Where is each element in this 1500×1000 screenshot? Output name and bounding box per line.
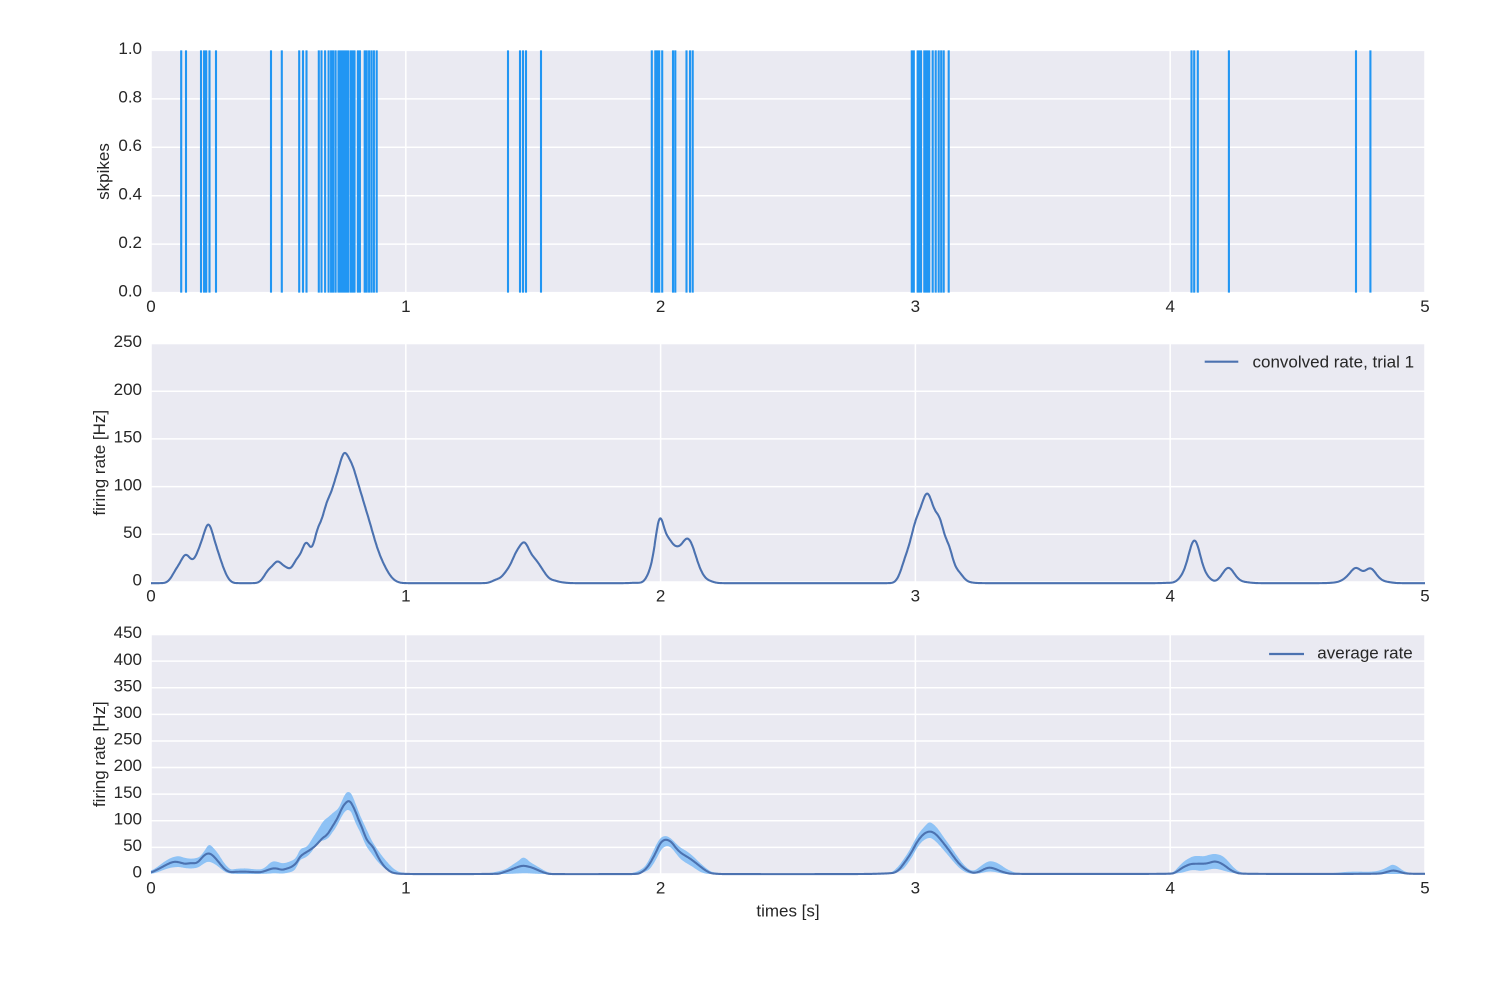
svg-text:0.4: 0.4	[118, 184, 142, 203]
svg-text:2: 2	[656, 878, 665, 897]
svg-text:4: 4	[1165, 297, 1174, 316]
svg-text:300: 300	[114, 703, 142, 722]
svg-text:4: 4	[1165, 878, 1174, 897]
svg-text:skpikes: skpikes	[94, 143, 113, 200]
svg-text:0.6: 0.6	[118, 136, 142, 155]
svg-text:50: 50	[123, 523, 142, 542]
svg-text:400: 400	[114, 650, 142, 669]
svg-text:2: 2	[656, 586, 665, 605]
svg-text:0: 0	[133, 863, 142, 882]
svg-text:0.0: 0.0	[118, 281, 142, 300]
svg-text:0: 0	[146, 297, 155, 316]
svg-text:0: 0	[146, 586, 155, 605]
svg-text:150: 150	[114, 428, 142, 447]
svg-text:3: 3	[911, 297, 920, 316]
svg-text:average rate: average rate	[1317, 643, 1412, 662]
svg-text:100: 100	[114, 809, 142, 828]
svg-text:0.8: 0.8	[118, 87, 142, 106]
svg-text:200: 200	[114, 380, 142, 399]
svg-text:firing rate [Hz]: firing rate [Hz]	[90, 701, 109, 807]
svg-text:times [s]: times [s]	[756, 902, 819, 921]
svg-text:5: 5	[1420, 878, 1429, 897]
svg-text:100: 100	[114, 475, 142, 494]
svg-text:1: 1	[401, 586, 410, 605]
svg-text:450: 450	[114, 623, 142, 642]
svg-text:3: 3	[911, 586, 920, 605]
svg-text:0: 0	[133, 571, 142, 590]
svg-text:1: 1	[401, 878, 410, 897]
svg-text:50: 50	[123, 836, 142, 855]
svg-text:firing rate [Hz]: firing rate [Hz]	[90, 410, 109, 516]
svg-text:250: 250	[114, 730, 142, 749]
svg-text:200: 200	[114, 756, 142, 775]
svg-text:1.0: 1.0	[118, 39, 142, 58]
svg-text:3: 3	[911, 878, 920, 897]
svg-text:150: 150	[114, 783, 142, 802]
svg-text:0: 0	[146, 878, 155, 897]
svg-text:5: 5	[1420, 586, 1429, 605]
svg-text:1: 1	[401, 297, 410, 316]
svg-text:350: 350	[114, 676, 142, 695]
svg-text:5: 5	[1420, 297, 1429, 316]
svg-text:0.2: 0.2	[118, 233, 142, 252]
svg-text:2: 2	[656, 297, 665, 316]
svg-text:250: 250	[114, 332, 142, 351]
svg-text:convolved rate, trial 1: convolved rate, trial 1	[1253, 352, 1415, 371]
svg-text:4: 4	[1165, 586, 1174, 605]
